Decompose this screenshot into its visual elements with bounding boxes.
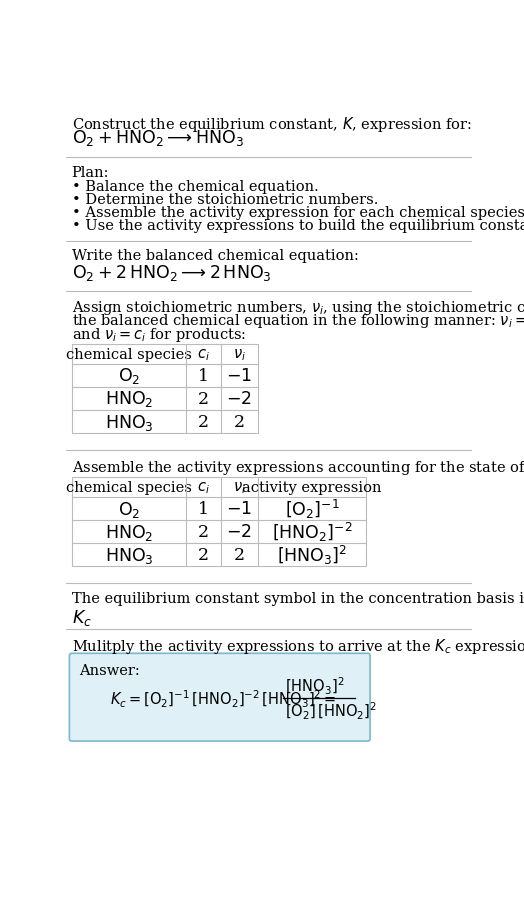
Text: $\mathrm{HNO_3}$: $\mathrm{HNO_3}$ (105, 412, 154, 432)
Bar (72, 477, 366, 566)
Text: $c_i$: $c_i$ (197, 480, 210, 495)
Text: $-2$: $-2$ (226, 523, 252, 540)
Text: activity expression: activity expression (242, 481, 381, 494)
Text: $-1$: $-1$ (226, 501, 252, 518)
Text: 2: 2 (198, 547, 209, 564)
Text: $\nu_i$: $\nu_i$ (233, 480, 246, 495)
Text: $[\mathrm{HNO_3}]^{2}$: $[\mathrm{HNO_3}]^{2}$ (277, 544, 347, 566)
Text: • Assemble the activity expression for each chemical species.: • Assemble the activity expression for e… (72, 206, 524, 220)
Text: $-2$: $-2$ (226, 391, 252, 408)
Text: $K_c = [\mathrm{O_2}]^{-1}\,[\mathrm{HNO_2}]^{-2}\,[\mathrm{HNO_3}]^{2} = $: $K_c = [\mathrm{O_2}]^{-1}\,[\mathrm{HNO… (111, 687, 337, 709)
Text: 2: 2 (198, 391, 209, 408)
Text: The equilibrium constant symbol in the concentration basis is:: The equilibrium constant symbol in the c… (72, 592, 524, 605)
Text: Assign stoichiometric numbers, $\nu_i$, using the stoichiometric coefficients, $: Assign stoichiometric numbers, $\nu_i$, … (72, 299, 524, 317)
Text: • Use the activity expressions to build the equilibrium constant expression.: • Use the activity expressions to build … (72, 219, 524, 233)
Text: $\mathrm{O_2}$: $\mathrm{O_2}$ (118, 366, 140, 386)
Text: the balanced chemical equation in the following manner: $\nu_i = -c_i$ for react: the balanced chemical equation in the fo… (72, 312, 524, 330)
Text: chemical species: chemical species (66, 481, 192, 494)
Text: 2: 2 (234, 413, 245, 430)
Text: $[\mathrm{O_2}]^{-1}$: $[\mathrm{O_2}]^{-1}$ (285, 497, 339, 520)
Text: $\mathrm{HNO_3}$: $\mathrm{HNO_3}$ (105, 545, 154, 566)
Text: $c_i$: $c_i$ (197, 346, 210, 363)
Text: $\nu_i$: $\nu_i$ (233, 346, 246, 363)
Text: • Balance the chemical equation.: • Balance the chemical equation. (72, 179, 319, 194)
Text: $[\mathrm{HNO_2}]^{-2}$: $[\mathrm{HNO_2}]^{-2}$ (271, 520, 352, 544)
Text: $\mathrm{HNO_2}$: $\mathrm{HNO_2}$ (105, 389, 153, 409)
Text: $[\mathrm{O_2}]\,[\mathrm{HNO_2}]^{2}$: $[\mathrm{O_2}]\,[\mathrm{HNO_2}]^{2}$ (285, 700, 377, 721)
Text: 2: 2 (198, 413, 209, 430)
Text: Plan:: Plan: (72, 166, 109, 179)
FancyBboxPatch shape (69, 654, 370, 741)
Text: $\mathrm{O_2 + 2\,HNO_2 \longrightarrow 2\,HNO_3}$: $\mathrm{O_2 + 2\,HNO_2 \longrightarrow … (72, 262, 271, 283)
Text: and $\nu_i = c_i$ for products:: and $\nu_i = c_i$ for products: (72, 325, 246, 343)
Text: $\mathrm{HNO_2}$: $\mathrm{HNO_2}$ (105, 522, 153, 542)
Text: 2: 2 (234, 547, 245, 564)
Text: Assemble the activity expressions accounting for the state of matter and $\nu_i$: Assemble the activity expressions accoun… (72, 458, 524, 476)
Text: $[\mathrm{HNO_3}]^{2}$: $[\mathrm{HNO_3}]^{2}$ (285, 676, 344, 696)
Text: Construct the equilibrium constant, $K$, expression for:: Construct the equilibrium constant, $K$,… (72, 115, 472, 133)
Text: Write the balanced chemical equation:: Write the balanced chemical equation: (72, 249, 358, 263)
Text: • Determine the stoichiometric numbers.: • Determine the stoichiometric numbers. (72, 193, 378, 207)
Text: $-1$: $-1$ (226, 367, 252, 384)
Text: chemical species: chemical species (66, 347, 192, 362)
Text: 1: 1 (198, 501, 209, 518)
Text: $\mathrm{O_2 + HNO_2 \longrightarrow HNO_3}$: $\mathrm{O_2 + HNO_2 \longrightarrow HNO… (72, 128, 244, 148)
Text: Mulitply the activity expressions to arrive at the $K_c$ expression:: Mulitply the activity expressions to arr… (72, 637, 524, 656)
Bar (72, 345, 258, 434)
Text: 1: 1 (198, 367, 209, 384)
Text: 2: 2 (198, 523, 209, 540)
Text: $\mathrm{O_2}$: $\mathrm{O_2}$ (118, 499, 140, 519)
Text: $K_c$: $K_c$ (72, 607, 92, 628)
Text: Answer:: Answer: (80, 664, 140, 677)
